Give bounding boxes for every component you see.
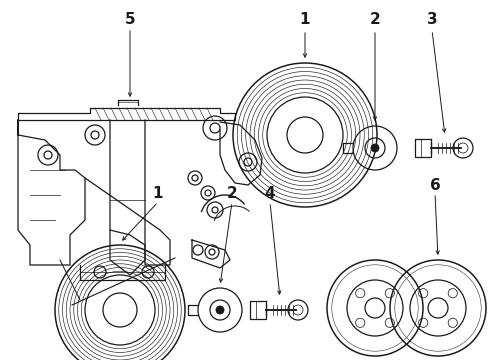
Text: 4: 4 xyxy=(265,185,275,201)
Text: 3: 3 xyxy=(427,13,437,27)
Text: 6: 6 xyxy=(430,177,441,193)
Circle shape xyxy=(216,306,224,314)
Text: 2: 2 xyxy=(369,13,380,27)
Text: 1: 1 xyxy=(153,185,163,201)
Circle shape xyxy=(371,144,379,152)
Text: 2: 2 xyxy=(227,185,237,201)
Text: 5: 5 xyxy=(124,13,135,27)
Text: 1: 1 xyxy=(300,13,310,27)
